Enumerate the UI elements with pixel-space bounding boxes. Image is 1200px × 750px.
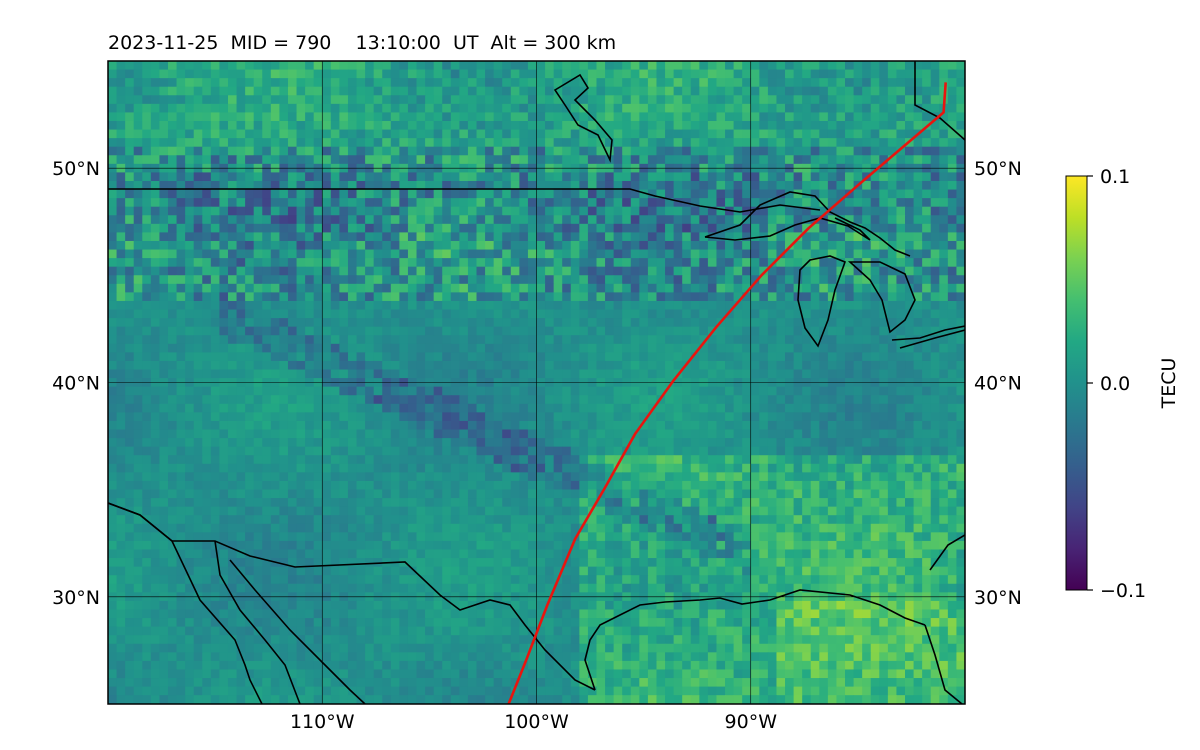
james-bay-island <box>553 73 613 163</box>
lat-label-left-0: 30°N <box>52 587 100 609</box>
coastlines-and-borders <box>108 61 965 704</box>
lon-label-2: 90°W <box>725 711 778 733</box>
lat-label-right-1: 40°N <box>974 373 1022 395</box>
hudson-bay-coast <box>914 61 965 141</box>
lon-label-1: 100°W <box>504 711 569 733</box>
colorbar-tick-label-0: 0.1 <box>1100 166 1130 188</box>
lat-label-right-2: 50°N <box>974 158 1022 180</box>
lat-label-left-1: 40°N <box>52 373 100 395</box>
map-frame <box>107 60 966 705</box>
graticule <box>108 61 965 704</box>
baja-peninsula <box>214 540 301 704</box>
lon-label-0: 110°W <box>290 711 355 733</box>
colorbar-label: TECU <box>1158 358 1180 410</box>
mexico-us-border <box>108 502 596 691</box>
colorbar-tick-label-2: −0.1 <box>1100 580 1146 602</box>
colorbar-tick-label-1: 0.0 <box>1100 373 1130 395</box>
colorbar-ticks: 0.1 0.0 −0.1 <box>1087 166 1146 602</box>
lake-huron <box>847 261 916 334</box>
lat-labels-left: 30°N 40°N 50°N <box>52 158 100 609</box>
satellite-track <box>507 82 947 704</box>
map-panel: 30°N 40°N 50°N 30°N 40°N 50°N 110°W 100°W 90°W <box>52 60 1022 733</box>
gulf-coast-texas <box>584 589 926 691</box>
lat-label-left-2: 50°N <box>52 158 100 180</box>
gulf-of-california-coast <box>108 502 263 704</box>
us-canada-border <box>108 188 821 213</box>
colorbar-gradient <box>1065 175 1088 591</box>
lon-labels: 110°W 100°W 90°W <box>290 711 777 733</box>
lat-labels-right: 30°N 40°N 50°N <box>974 158 1022 609</box>
sierra-mexico-coast <box>229 559 366 704</box>
florida-coast <box>924 534 965 704</box>
map-title: 2023-11-25 MID = 790 13:10:00 UT Alt = 3… <box>108 32 616 54</box>
lake-erie-ontario <box>891 325 965 349</box>
colorbar: 0.1 0.0 −0.1 TECU <box>1065 166 1180 602</box>
lake-michigan <box>797 255 847 348</box>
great-lakes-coast <box>704 191 911 257</box>
tec-heatmap <box>108 61 965 704</box>
lat-label-right-0: 30°N <box>974 587 1022 609</box>
